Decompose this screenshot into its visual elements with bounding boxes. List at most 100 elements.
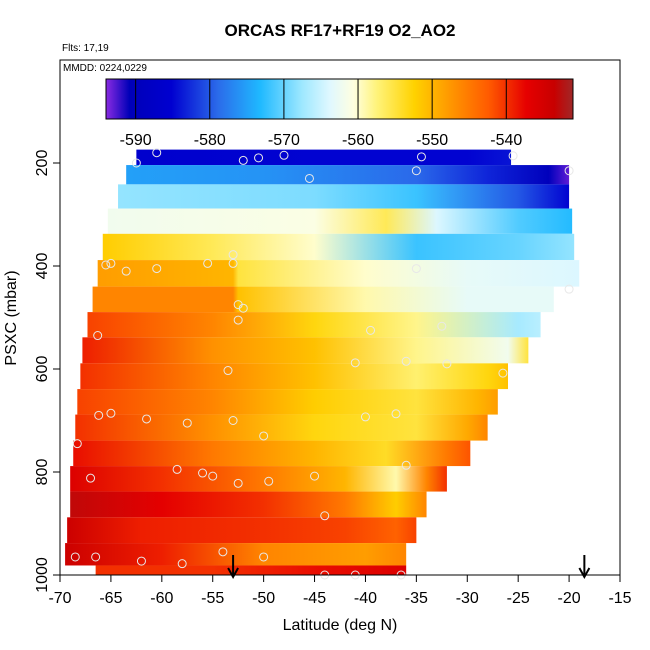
colorbar-tick-label: -560 [342, 132, 374, 149]
heatmap-band [126, 165, 570, 185]
sample-point [442, 359, 452, 369]
x-tick-label: -50 [252, 590, 275, 607]
heatmap-band [87, 312, 541, 338]
sample-point [498, 368, 508, 378]
sample-point [91, 552, 101, 562]
sample-point [233, 300, 243, 310]
heatmap-bands [65, 149, 580, 575]
colorbar-tick-label: -590 [120, 132, 152, 149]
colorbar-tick-label: -570 [268, 132, 300, 149]
heatmap-band [136, 149, 512, 166]
x-tick-label: -60 [150, 590, 173, 607]
x-tick-label: -35 [405, 590, 428, 607]
sample-point [131, 158, 141, 168]
sample-point [564, 166, 574, 176]
colorbar: -590 -580 -570 -560 -550 -540 [105, 78, 574, 149]
sample-point [310, 471, 320, 481]
heatmap-band [65, 543, 407, 566]
sample-point [411, 166, 421, 176]
sample-point [411, 264, 421, 274]
heatmap-band [77, 389, 498, 415]
sample-point [264, 476, 274, 486]
colorbar-tick-label: -580 [194, 132, 226, 149]
colorbar-gradient [105, 78, 574, 120]
chart-title: ORCAS RF17+RF19 O2_AO2 [225, 21, 456, 40]
sample-point [70, 552, 80, 562]
x-tick-label: -65 [99, 590, 122, 607]
sample-point [136, 556, 146, 566]
sample-point [177, 559, 187, 569]
heatmap-band [70, 491, 427, 518]
sample-point [360, 412, 370, 422]
sample-point [198, 468, 208, 478]
sample-point [223, 366, 233, 376]
sample-point [416, 152, 426, 162]
down-arrow-icon [578, 555, 591, 580]
sample-point [304, 173, 314, 183]
sample-point [508, 151, 518, 161]
x-tick-label: -40 [354, 590, 377, 607]
x-tick-label: -25 [507, 590, 530, 607]
heatmap-band [70, 466, 447, 492]
heatmap-band [82, 337, 529, 364]
heatmap-band [80, 363, 508, 390]
down-arrow-icon [227, 555, 239, 580]
x-axis-label: Latitude (deg N) [283, 617, 398, 634]
sample-point [101, 260, 111, 270]
sample-point [437, 321, 447, 331]
sample-point [228, 416, 238, 425]
heatmap-band [107, 208, 573, 234]
colorbar-ticks: -590 -580 -570 -560 -550 -540 [120, 79, 522, 149]
x-tick-label: -15 [608, 590, 631, 607]
colorbar-tick-label: -550 [416, 132, 448, 149]
x-tick-label: -30 [456, 590, 479, 607]
sample-point [182, 418, 192, 428]
sample-point [233, 478, 243, 488]
sample-point [93, 331, 103, 341]
x-tick-label: -70 [48, 590, 71, 607]
heatmap-band [75, 414, 488, 441]
sample-point [94, 410, 104, 420]
dates-label: MMDD: 0224,0229 [63, 63, 147, 74]
sample-point [208, 471, 218, 481]
x-tick-label: -45 [303, 590, 326, 607]
marker-arrows [227, 555, 591, 580]
y-tick-label: 400 [34, 253, 51, 280]
x-tick-label: -20 [558, 590, 581, 607]
sample-point [350, 358, 360, 368]
sample-point [106, 408, 116, 418]
y-tick-label: 600 [34, 356, 51, 383]
sample-point [142, 414, 152, 424]
sample-point [152, 264, 162, 274]
sample-point [152, 148, 162, 158]
sample-point [401, 460, 411, 470]
sample-point [72, 439, 82, 449]
sample-point [121, 266, 131, 276]
sample-point [233, 315, 243, 325]
sample-point [172, 464, 182, 474]
sample-point [238, 155, 248, 165]
flights-label: Flts: 17,19 [62, 43, 109, 54]
heatmap-band [97, 260, 580, 287]
heatmap-band [92, 286, 554, 313]
sample-point [564, 284, 574, 294]
sample-point [366, 325, 376, 335]
heatmap-band [118, 184, 570, 209]
sample-point [259, 431, 269, 441]
sample-point [259, 552, 269, 562]
sample-point [228, 250, 238, 260]
y-axis: 200 400 600 800 1000 [34, 150, 60, 593]
heatmap-band [67, 517, 417, 544]
x-tick-label: -55 [201, 590, 224, 607]
heatmap-band [102, 233, 575, 261]
sample-point [228, 258, 238, 268]
y-tick-label: 200 [34, 150, 51, 177]
sample-point [401, 356, 411, 366]
sample-point [86, 473, 96, 483]
sample-point [106, 258, 116, 268]
sample-point [391, 409, 401, 419]
heatmap-band [95, 565, 407, 575]
sample-point [218, 547, 228, 557]
plot-frame [59, 59, 621, 576]
x-axis: -70 -65 -60 -55 -50 -45 -40 -35 -30 -25 -20 -15 [48, 575, 632, 607]
